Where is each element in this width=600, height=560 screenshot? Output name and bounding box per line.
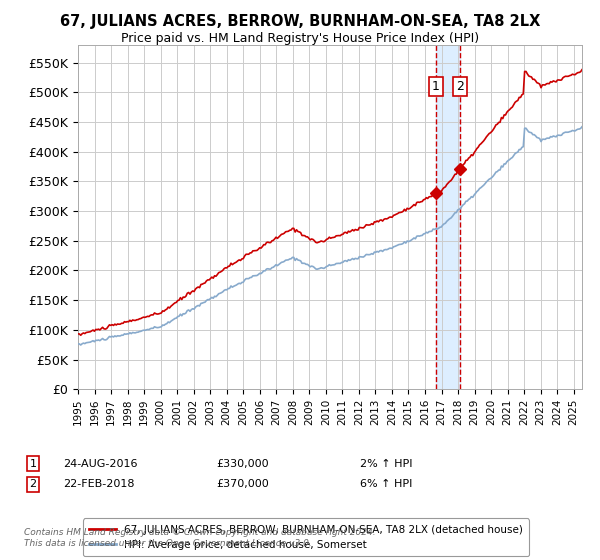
Text: 24-AUG-2016: 24-AUG-2016 [63,459,137,469]
Bar [436,45,460,389]
Legend: 67, JULIANS ACRES, BERROW, BURNHAM-ON-SEA, TA8 2LX (detached house), HPI: Averag: 67, JULIANS ACRES, BERROW, BURNHAM-ON-SE… [83,519,529,556]
Text: 22-FEB-2018: 22-FEB-2018 [63,479,134,489]
Text: 2: 2 [456,80,464,93]
Text: Price paid vs. HM Land Registry's House Price Index (HPI): Price paid vs. HM Land Registry's House … [121,32,479,45]
Text: £330,000: £330,000 [216,459,269,469]
Text: 67, JULIANS ACRES, BERROW, BURNHAM-ON-SEA, TA8 2LX: 67, JULIANS ACRES, BERROW, BURNHAM-ON-SE… [60,14,540,29]
Text: 1: 1 [432,80,440,93]
Text: 1: 1 [29,459,37,469]
Text: 2% ↑ HPI: 2% ↑ HPI [360,459,413,469]
Text: Contains HM Land Registry data © Crown copyright and database right 2024.
This d: Contains HM Land Registry data © Crown c… [24,528,376,548]
Text: 2: 2 [29,479,37,489]
Text: £370,000: £370,000 [216,479,269,489]
Text: 6% ↑ HPI: 6% ↑ HPI [360,479,412,489]
